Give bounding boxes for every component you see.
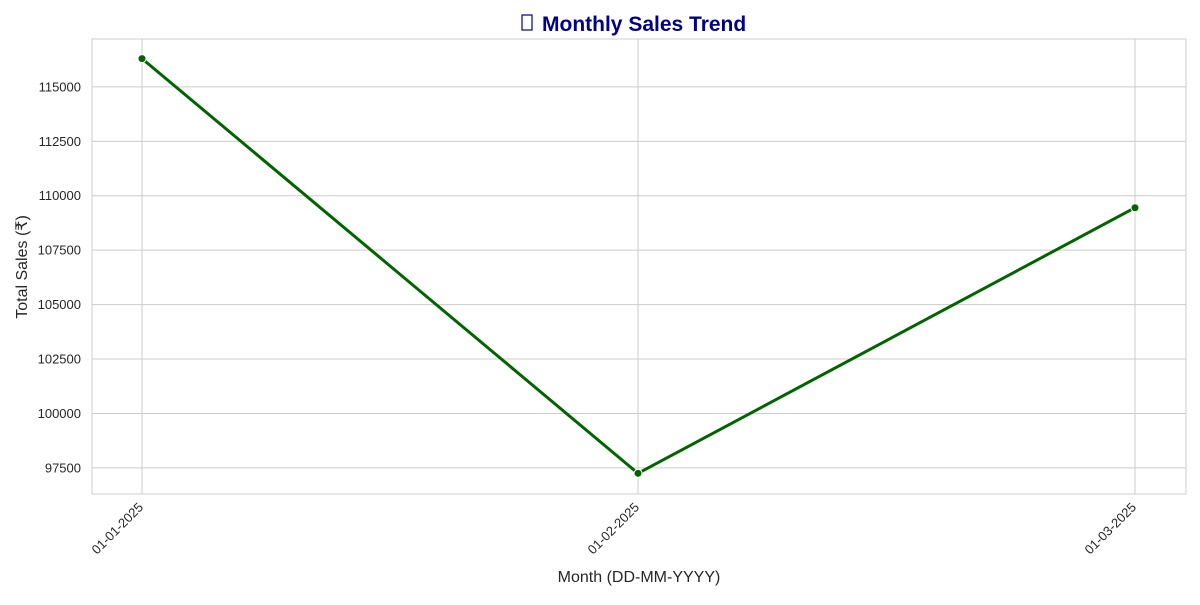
data-point [137, 54, 147, 64]
x-tick-label: 01-01-2025 [88, 500, 146, 558]
y-tick-label: 115000 [39, 79, 81, 94]
x-tick-label: 01-02-2025 [584, 500, 642, 558]
data-point [1130, 203, 1140, 213]
x-axis-ticks: 01-01-2025 01-02-2025 01-03-2025 [88, 500, 1139, 558]
y-tick-label: 105000 [38, 297, 81, 312]
series-layer [137, 54, 1140, 478]
y-tick-label: 112500 [39, 134, 81, 149]
grid [92, 39, 1186, 494]
y-axis-ticks: 97500 100000 102500 105000 107500 110000 11250… [38, 79, 81, 475]
y-axis-label: Total Sales (₹) [14, 215, 31, 319]
y-tick-label: 97500 [45, 460, 81, 475]
x-tick-label: 01-03-2025 [1081, 500, 1139, 558]
chart-title-group: Monthly Sales Trend [521, 13, 746, 36]
y-tick-label: 102500 [38, 352, 81, 367]
chart-title: Monthly Sales Trend [542, 13, 746, 36]
y-tick-label: 100000 [38, 406, 81, 421]
y-tick-label: 110000 [39, 188, 81, 203]
y-tick-label: 107500 [38, 243, 81, 258]
data-point [633, 468, 643, 478]
x-axis-label: Month (DD-MM-YYYY) [558, 569, 721, 586]
chart-icon [521, 14, 533, 31]
plot-frame [91, 38, 1187, 495]
